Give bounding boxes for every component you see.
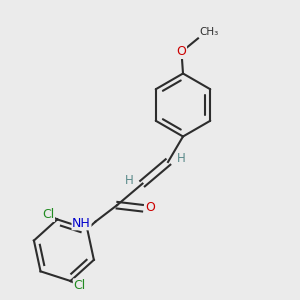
Text: H: H bbox=[124, 174, 134, 187]
Text: NH: NH bbox=[72, 217, 91, 230]
Text: Cl: Cl bbox=[42, 208, 54, 221]
Text: H: H bbox=[177, 152, 186, 166]
Text: O: O bbox=[177, 45, 186, 58]
Text: Cl: Cl bbox=[74, 279, 86, 292]
Text: O: O bbox=[145, 201, 155, 214]
Text: CH₃: CH₃ bbox=[200, 27, 219, 37]
